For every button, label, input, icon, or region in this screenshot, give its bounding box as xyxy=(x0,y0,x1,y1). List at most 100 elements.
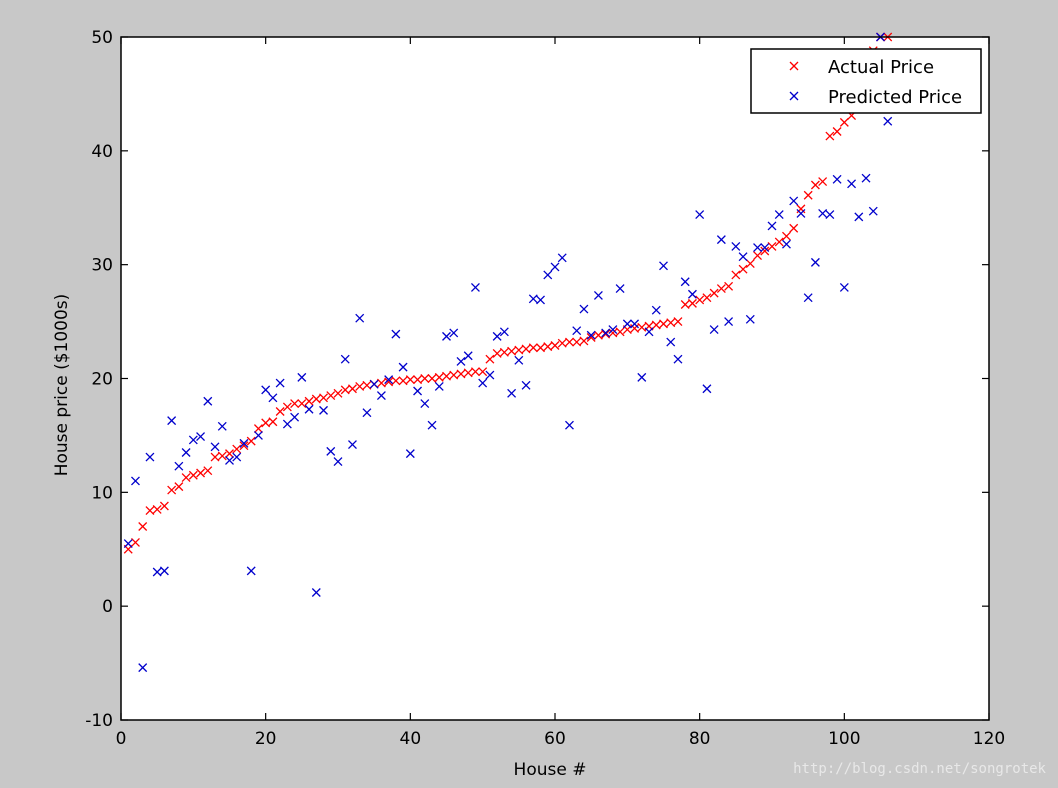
actual-price-point xyxy=(659,319,668,329)
actual-price-point xyxy=(507,346,517,356)
actual-price-point xyxy=(651,320,661,330)
predicted-price-point xyxy=(246,566,256,576)
actual-price-point xyxy=(745,259,755,268)
actual-price-point xyxy=(579,336,589,346)
predicted-price-point xyxy=(687,289,697,299)
actual-price-point xyxy=(514,345,524,355)
actual-price-point xyxy=(536,343,545,353)
actual-price-point xyxy=(565,337,574,347)
predicted-price-point xyxy=(767,221,777,231)
actual-price-point xyxy=(832,127,842,136)
actual-price-point xyxy=(138,522,148,531)
predicted-price-point xyxy=(268,393,278,403)
predicted-price-point xyxy=(434,382,444,391)
actual-price-point xyxy=(376,378,386,388)
predicted-price-point xyxy=(868,206,878,216)
predicted-price-point xyxy=(167,416,177,426)
legend-marker-actual xyxy=(789,61,799,71)
predicted-price-point xyxy=(644,327,654,337)
predicted-price-point xyxy=(572,326,582,336)
predicted-price-point xyxy=(579,304,589,314)
actual-price-point xyxy=(340,385,350,395)
actual-price-point xyxy=(557,338,567,348)
predicted-price-point xyxy=(673,354,683,364)
plot-area xyxy=(121,37,989,720)
predicted-price-point xyxy=(261,385,271,395)
actual-price-point xyxy=(601,329,611,339)
predicted-price-point xyxy=(883,116,893,126)
predicted-price-point xyxy=(680,277,690,287)
predicted-price-point xyxy=(290,412,300,422)
y-tick-label: 20 xyxy=(91,370,113,390)
predicted-price-point xyxy=(449,328,459,338)
actual-price-point xyxy=(275,407,285,416)
predicted-price-point xyxy=(420,399,430,409)
actual-price-point xyxy=(485,354,495,364)
predicted-price-point xyxy=(297,372,307,382)
predicted-price-point xyxy=(861,173,871,183)
y-tick-label: 0 xyxy=(102,597,113,617)
predicted-price-point xyxy=(839,282,849,292)
predicted-price-point xyxy=(485,370,495,380)
predicted-price-point xyxy=(391,329,401,339)
predicted-price-point xyxy=(355,313,365,323)
actual-price-point xyxy=(253,424,263,434)
predicted-price-point xyxy=(405,449,415,459)
predicted-price-point xyxy=(217,421,227,431)
predicted-price-point xyxy=(384,375,394,385)
actual-price-point xyxy=(326,391,336,401)
actual-price-point xyxy=(572,337,582,347)
actual-price-point xyxy=(702,293,712,303)
actual-price-point xyxy=(398,376,408,386)
predicted-price-point xyxy=(666,337,676,347)
actual-price-point xyxy=(586,333,596,342)
actual-price-point xyxy=(246,436,256,446)
actual-price-point xyxy=(593,330,603,340)
actual-price-point xyxy=(528,343,538,353)
y-tick-label: 30 xyxy=(91,256,113,276)
predicted-price-point xyxy=(832,174,842,184)
predicted-price-point xyxy=(427,420,437,430)
y-tick-label: 40 xyxy=(91,142,113,162)
predicted-price-point xyxy=(123,539,133,549)
actual-price-point xyxy=(716,284,726,294)
predicted-price-point xyxy=(854,212,864,222)
actual-price-point xyxy=(731,270,741,280)
actual-price-point xyxy=(239,441,249,451)
actual-price-point xyxy=(159,501,169,511)
actual-price-point xyxy=(427,374,437,383)
actual-price-point xyxy=(673,317,683,327)
actual-price-point xyxy=(818,177,828,187)
actual-price-point xyxy=(442,371,451,381)
predicted-price-point xyxy=(702,384,712,394)
actual-price-point xyxy=(261,418,271,428)
actual-price-point xyxy=(449,370,459,380)
predicted-price-point xyxy=(760,243,770,253)
actual-price-point xyxy=(687,298,697,308)
watermark: http://blog.csdn.net/songrotek xyxy=(793,761,1046,777)
actual-price-point xyxy=(152,504,162,514)
predicted-price-point xyxy=(145,452,155,462)
y-tick-label: -10 xyxy=(85,711,113,731)
predicted-price-point xyxy=(543,270,553,280)
predicted-price-point xyxy=(731,241,741,251)
legend-label-actual: Actual Price xyxy=(828,57,934,78)
predicted-price-point xyxy=(362,408,372,418)
actual-price-point xyxy=(434,372,444,382)
predicted-price-point xyxy=(637,372,647,382)
actual-price-point xyxy=(839,117,849,127)
predicted-price-point xyxy=(818,208,828,218)
predicted-price-point xyxy=(463,351,473,361)
actual-price-point xyxy=(232,444,242,454)
predicted-price-point xyxy=(376,391,386,401)
actual-price-point xyxy=(333,388,343,398)
predicted-price-point xyxy=(507,388,517,398)
actual-price-point xyxy=(420,374,430,383)
predicted-price-point xyxy=(630,319,640,329)
predicted-price-point xyxy=(514,355,524,365)
predicted-price-point xyxy=(601,328,611,338)
actual-price-point xyxy=(210,452,220,462)
